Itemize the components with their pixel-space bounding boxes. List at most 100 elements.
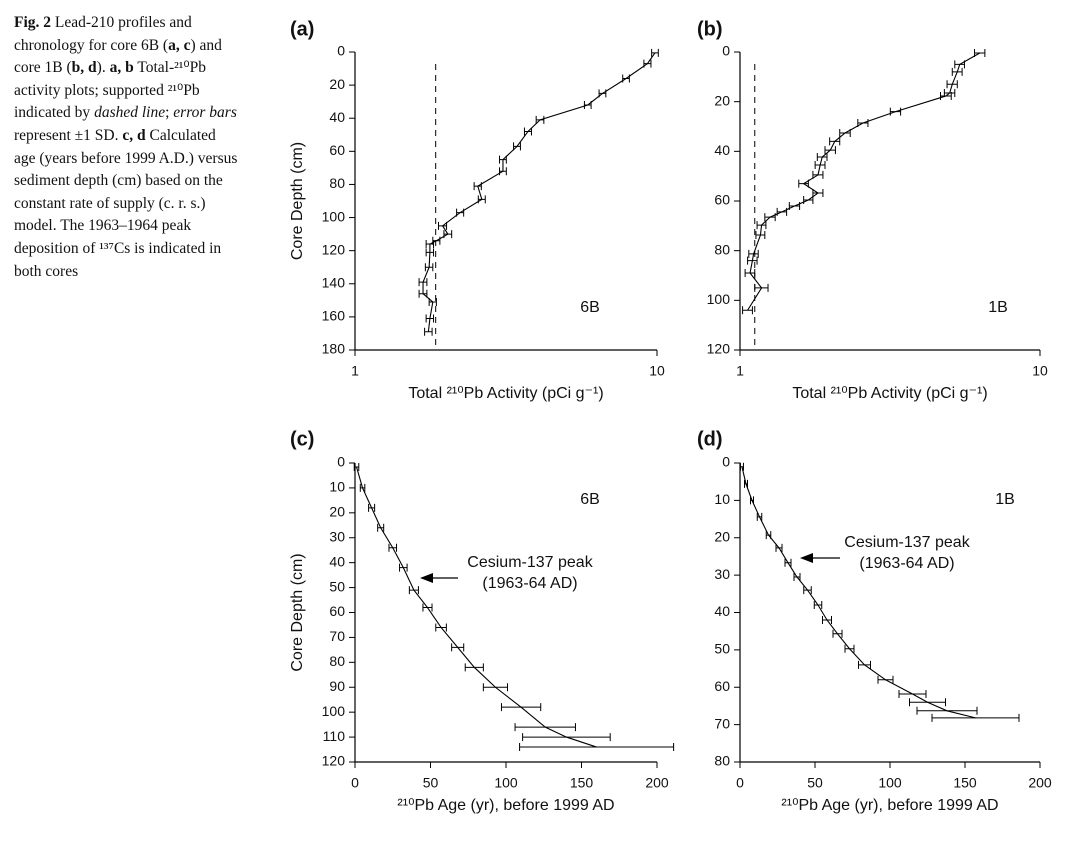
y-tick-label: 60 <box>714 192 730 208</box>
annotation: (1963-64 AD) <box>859 555 954 572</box>
error-bar <box>756 221 767 230</box>
y-tick-label: 80 <box>714 241 730 257</box>
y-tick-label: 40 <box>329 553 345 569</box>
caption-text: b, d <box>71 59 97 77</box>
error-bar <box>747 256 758 265</box>
error-bar <box>844 644 855 653</box>
y-tick-label: 60 <box>329 142 345 158</box>
error-bar <box>583 100 592 109</box>
error-bar <box>418 278 428 287</box>
y-tick-label: 120 <box>322 241 346 257</box>
error-bar <box>946 80 958 89</box>
panel-title: (d) <box>697 428 723 450</box>
error-bar <box>425 248 435 257</box>
y-tick-label: 30 <box>329 528 345 544</box>
y-tick-label: 100 <box>322 703 346 719</box>
x-tick-label: 10 <box>649 363 665 379</box>
error-bar <box>500 703 542 712</box>
x-axis-label: ²¹⁰Pb Age (yr), before 1999 AD <box>781 797 998 814</box>
caption-text: a, c <box>168 36 191 54</box>
error-bar <box>748 249 759 258</box>
error-bar <box>739 462 744 471</box>
error-bar <box>435 623 447 632</box>
error-bar <box>744 479 748 488</box>
error-bar <box>974 48 986 57</box>
y-tick-label: 120 <box>707 341 731 357</box>
y-axis-label: Core Depth (cm) <box>289 142 306 260</box>
error-bar <box>803 586 812 595</box>
error-bar <box>829 137 841 146</box>
error-bar <box>813 601 823 610</box>
x-tick-label: 100 <box>878 775 902 791</box>
error-bar <box>408 586 419 595</box>
arrow-head <box>800 553 813 563</box>
y-tick-label: 0 <box>337 43 345 59</box>
error-bar <box>622 74 630 83</box>
x-tick-label: 100 <box>494 775 518 791</box>
error-bar <box>857 119 869 128</box>
error-bar <box>473 182 482 191</box>
error-bar <box>456 208 465 217</box>
error-bar <box>523 127 532 136</box>
y-tick-label: 30 <box>714 566 730 582</box>
error-bar <box>832 629 843 638</box>
x-tick-label: 150 <box>953 775 977 791</box>
error-bar <box>858 660 871 669</box>
error-bar <box>418 289 428 298</box>
error-bar <box>443 230 453 239</box>
y-tick-label: 110 <box>323 728 346 744</box>
error-bar <box>839 128 851 137</box>
error-bar <box>425 314 435 323</box>
x-tick-label: 0 <box>736 775 744 791</box>
profile-line <box>355 466 597 748</box>
caption-text: ). <box>96 59 110 77</box>
error-bar <box>822 615 832 624</box>
error-bar <box>756 512 763 521</box>
caption-text: Total-²¹⁰Pb activity plots; supported ²¹… <box>14 59 206 122</box>
error-bar <box>916 706 978 715</box>
error-bar <box>499 155 507 164</box>
y-tick-label: 10 <box>714 491 730 507</box>
error-bar <box>889 107 902 116</box>
caption-text: Calculated age (years before 1999 A.D.) … <box>14 126 238 280</box>
error-bar <box>535 115 545 124</box>
error-bar <box>399 563 408 572</box>
error-bar <box>437 221 448 230</box>
profile-line <box>741 466 976 719</box>
core-label: 6B <box>580 491 600 508</box>
error-bar <box>519 743 675 752</box>
y-tick-label: 60 <box>714 678 730 694</box>
annotation: (1963-64 AD) <box>482 575 577 592</box>
error-bar <box>793 572 801 581</box>
profile-line <box>747 52 981 311</box>
x-axis-label: Total ²¹⁰Pb Activity (pCi g⁻¹) <box>408 385 603 402</box>
error-bar <box>514 723 576 732</box>
caption-text: Lead-210 profiles and chronology for cor… <box>14 14 192 54</box>
y-tick-label: 60 <box>329 603 345 619</box>
error-bar <box>954 60 965 69</box>
caption-text: ; <box>165 104 174 122</box>
error-bar <box>754 283 769 292</box>
core-label: 1B <box>995 491 1015 508</box>
error-bar <box>788 201 801 210</box>
error-bar <box>951 67 963 76</box>
error-bar <box>598 89 607 98</box>
y-tick-label: 20 <box>714 528 730 544</box>
caption-text: c, d <box>122 126 146 144</box>
x-tick-label: 1 <box>736 363 744 379</box>
caption-text: Fig. 2 <box>14 14 52 31</box>
error-bar <box>750 496 754 505</box>
error-bar <box>513 142 521 151</box>
core-label: 1B <box>988 299 1008 316</box>
error-bar <box>499 167 507 176</box>
error-bar <box>940 91 952 100</box>
x-tick-label: 50 <box>807 775 823 791</box>
error-bar <box>359 483 366 492</box>
x-axis-label: ²¹⁰Pb Age (yr), before 1999 AD <box>397 797 614 814</box>
error-bar <box>424 327 433 336</box>
x-tick-label: 200 <box>645 775 669 791</box>
y-tick-label: 0 <box>722 43 730 59</box>
error-bar <box>814 160 826 169</box>
